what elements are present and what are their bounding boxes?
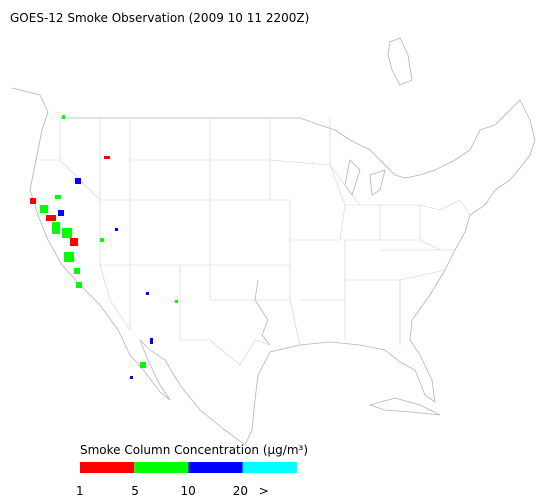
legend-swatch <box>188 462 243 473</box>
legend: 1 5 10 20 > <box>76 462 297 498</box>
smoke-pixels <box>30 115 178 379</box>
legend-title: Smoke Column Concentration (μg/m³) <box>80 443 308 457</box>
legend-swatch <box>242 462 297 473</box>
legend-tick-label: > <box>259 484 269 498</box>
legend-swatch <box>80 462 135 473</box>
map-title: GOES-12 Smoke Observation (2009 10 11 22… <box>10 11 309 25</box>
legend-tick-label: 1 <box>76 484 84 498</box>
legend-swatch <box>134 462 189 473</box>
legend-tick-label: 20 <box>233 484 248 498</box>
legend-tick-label: 5 <box>131 484 139 498</box>
base-map <box>11 37 536 446</box>
legend-tick-label: 10 <box>181 484 196 498</box>
